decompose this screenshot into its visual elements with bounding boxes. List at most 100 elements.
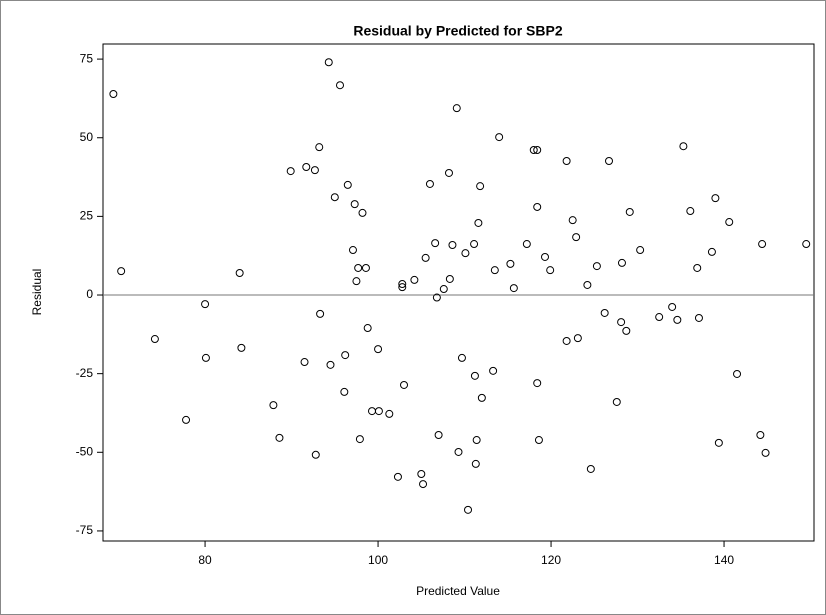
- point: [343, 180, 352, 189]
- point: [150, 335, 159, 344]
- point: [302, 162, 311, 171]
- point: [448, 241, 457, 250]
- point: [572, 233, 581, 242]
- point: [605, 157, 614, 166]
- point: [350, 200, 359, 209]
- x-tick-label: 140: [714, 553, 734, 567]
- point: [275, 433, 284, 442]
- point: [636, 246, 645, 255]
- point: [533, 379, 542, 388]
- point: [533, 146, 542, 155]
- point: [562, 336, 571, 345]
- point: [340, 387, 349, 396]
- point: [439, 285, 448, 294]
- y-tick-label: 0: [86, 287, 93, 301]
- point: [315, 143, 324, 152]
- x-tick-label: 80: [198, 553, 212, 567]
- point: [470, 371, 479, 380]
- point: [269, 401, 278, 410]
- point: [461, 249, 470, 258]
- point: [393, 472, 402, 481]
- point: [477, 393, 486, 402]
- point: [316, 309, 325, 318]
- point: [592, 262, 601, 271]
- y-axis-label: Residual: [30, 269, 44, 316]
- point: [686, 207, 695, 216]
- point: [625, 207, 634, 216]
- y-tick-label: -25: [76, 366, 94, 380]
- y-tick-label: -50: [76, 444, 94, 458]
- point: [617, 258, 626, 267]
- point: [286, 167, 295, 176]
- point: [711, 194, 720, 203]
- point: [237, 343, 246, 352]
- y-tick-label: 75: [80, 51, 94, 65]
- point: [529, 146, 538, 155]
- point: [490, 266, 499, 275]
- point: [655, 313, 664, 322]
- y-tick-label: -75: [76, 523, 94, 537]
- x-axis-label: Predicted Value: [416, 584, 500, 598]
- point: [534, 436, 543, 445]
- point: [310, 166, 319, 175]
- point: [756, 430, 765, 439]
- point: [522, 240, 531, 249]
- point: [802, 240, 811, 249]
- point: [444, 168, 453, 177]
- point: [495, 133, 504, 142]
- point: [761, 448, 770, 457]
- point: [117, 267, 126, 276]
- point: [668, 302, 677, 311]
- point: [354, 263, 363, 272]
- point: [693, 263, 702, 272]
- point: [533, 202, 542, 211]
- point: [417, 469, 426, 478]
- point: [398, 283, 407, 292]
- point: [434, 430, 443, 439]
- x-tick-label: 100: [368, 553, 388, 567]
- point: [457, 353, 466, 362]
- point: [586, 464, 595, 473]
- point: [617, 318, 626, 327]
- point: [471, 459, 480, 468]
- point: [410, 275, 419, 284]
- point: [452, 104, 461, 113]
- point: [673, 315, 682, 324]
- point: [201, 300, 210, 309]
- point: [725, 218, 734, 227]
- point: [348, 246, 357, 255]
- point: [182, 415, 191, 424]
- point: [470, 240, 479, 249]
- point: [694, 313, 703, 322]
- plot-area: [102, 43, 815, 542]
- point: [400, 380, 409, 389]
- y-tick-label: 25: [80, 209, 94, 223]
- point: [612, 397, 621, 406]
- y-tick-label: 50: [80, 130, 94, 144]
- point: [573, 334, 582, 343]
- point: [506, 259, 515, 268]
- point: [358, 208, 367, 217]
- x-tick-label: 120: [541, 553, 561, 567]
- point: [540, 252, 549, 261]
- point: [679, 142, 688, 151]
- point: [324, 58, 333, 67]
- point: [758, 240, 767, 249]
- point: [622, 326, 631, 335]
- point: [326, 360, 335, 369]
- point: [336, 81, 344, 90]
- point: [432, 293, 441, 302]
- point: [425, 179, 434, 188]
- point: [109, 90, 118, 99]
- point: [330, 193, 339, 202]
- point: [583, 280, 592, 289]
- point: [464, 505, 473, 514]
- point: [361, 263, 370, 272]
- point: [714, 438, 723, 447]
- point: [568, 216, 577, 225]
- point: [311, 450, 320, 459]
- point: [489, 366, 498, 375]
- point: [476, 182, 485, 191]
- point: [474, 218, 483, 227]
